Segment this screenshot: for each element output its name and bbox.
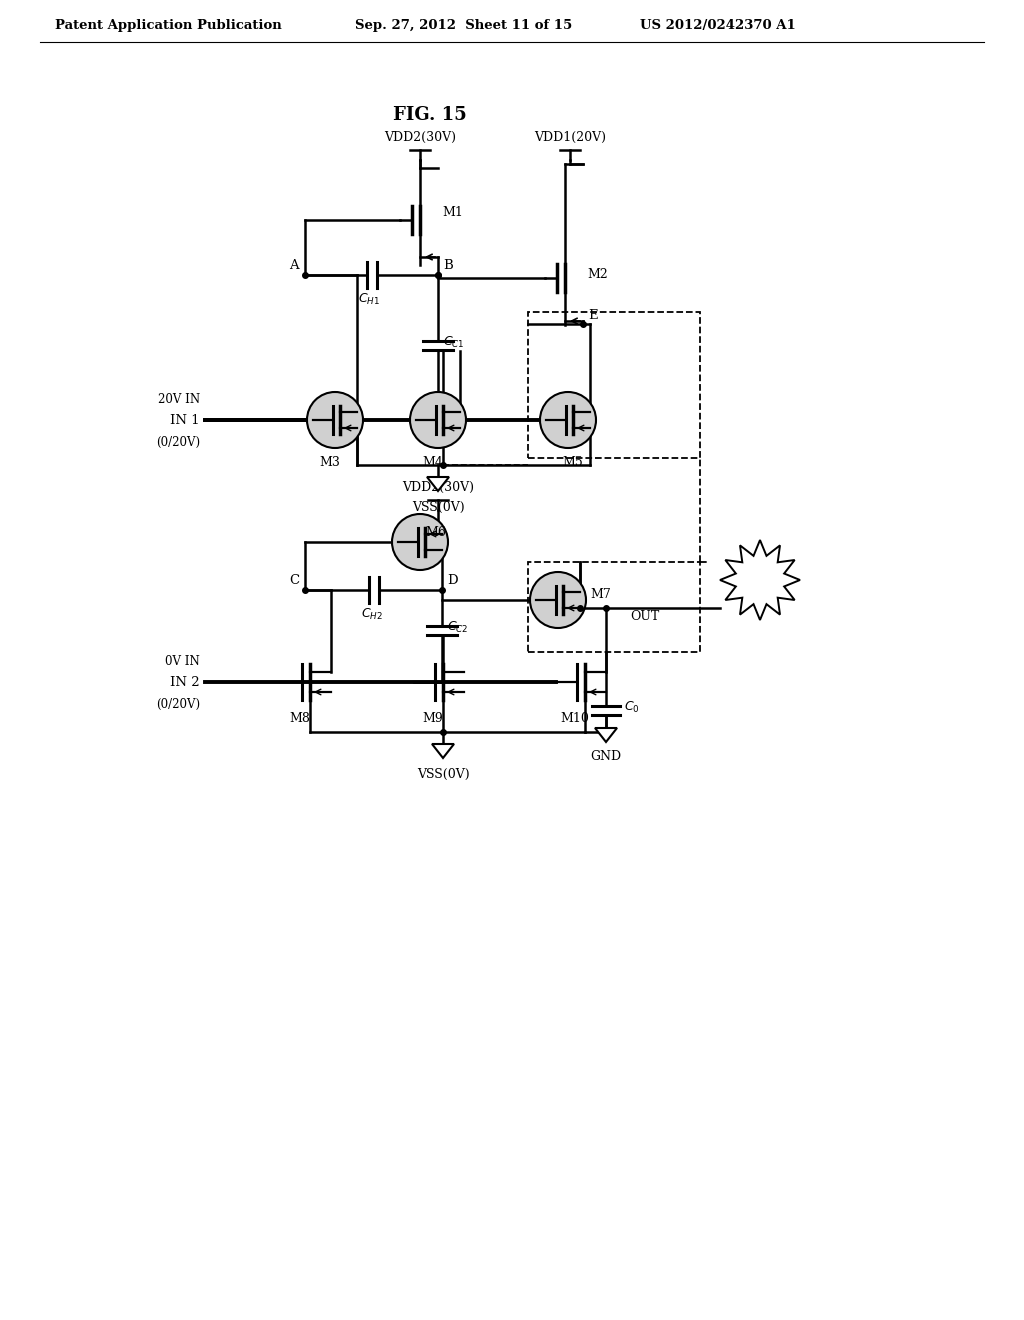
Text: GND: GND [591,750,622,763]
Text: M4: M4 [423,455,443,469]
Text: 0V OUT: 0V OUT [736,573,784,583]
Circle shape [307,392,362,447]
Polygon shape [720,540,800,620]
Text: OUT: OUT [630,610,659,623]
Text: D: D [447,574,458,587]
Text: VDD2(30V): VDD2(30V) [384,131,456,144]
Text: M7: M7 [590,589,610,602]
Text: Sep. 27, 2012  Sheet 11 of 15: Sep. 27, 2012 Sheet 11 of 15 [355,18,572,32]
Text: (0/20V): (0/20V) [156,436,200,449]
Text: M6: M6 [425,525,445,539]
Circle shape [410,392,466,447]
Text: A: A [290,259,299,272]
Text: VSS(0V): VSS(0V) [412,502,464,513]
Text: 20V IN: 20V IN [158,393,200,407]
Text: $C_{H1}$: $C_{H1}$ [358,292,381,308]
Text: 0V IN: 0V IN [165,655,200,668]
Text: M10: M10 [560,711,590,725]
Text: FIG. 15: FIG. 15 [393,106,467,124]
Circle shape [530,572,586,628]
Text: M3: M3 [319,455,340,469]
Text: M2: M2 [587,268,608,281]
Text: Patent Application Publication: Patent Application Publication [55,18,282,32]
Text: $C_{C1}$: $C_{C1}$ [443,334,465,350]
Polygon shape [427,477,449,491]
Text: $C_0$: $C_0$ [624,700,640,714]
Polygon shape [432,744,454,758]
Text: VSS(0V): VSS(0V) [417,768,469,781]
Circle shape [540,392,596,447]
Polygon shape [595,729,617,742]
Text: E: E [588,309,598,322]
Text: $C_{H2}$: $C_{H2}$ [360,607,382,622]
Text: M9: M9 [423,711,443,725]
Text: C: C [289,574,299,587]
Text: US 2012/0242370 A1: US 2012/0242370 A1 [640,18,796,32]
Text: VDD1(20V): VDD1(20V) [534,131,606,144]
Text: M1: M1 [442,206,463,219]
Text: B: B [443,259,453,272]
Text: M5: M5 [562,455,584,469]
Text: VDD2(30V): VDD2(30V) [402,480,474,494]
Text: IN 1: IN 1 [170,413,200,426]
Text: (0/20V): (0/20V) [156,698,200,711]
Circle shape [392,513,449,570]
Text: $C_{C2}$: $C_{C2}$ [447,619,468,635]
Text: M8: M8 [290,711,310,725]
Text: IN 2: IN 2 [170,676,200,689]
